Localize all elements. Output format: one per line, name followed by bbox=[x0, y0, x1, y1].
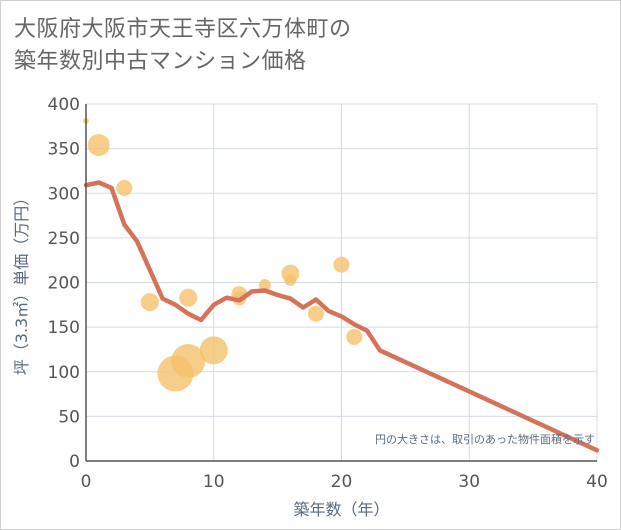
chart-title: 大阪府大阪市天王寺区六万体町の 築年数別中古マンション価格 bbox=[14, 14, 574, 78]
trend-line-series bbox=[83, 180, 600, 453]
x-tick-label-0: 0 bbox=[81, 472, 92, 492]
bubble-point-1 bbox=[87, 134, 110, 157]
bubble-point-10 bbox=[258, 279, 271, 292]
y-tick-label-8: 400 bbox=[48, 95, 80, 115]
bubble-point-6 bbox=[179, 288, 198, 307]
bubble-point-2 bbox=[116, 179, 133, 196]
trend-line bbox=[83, 180, 600, 453]
y-tick-label-6: 300 bbox=[48, 184, 80, 204]
bubble-point-3 bbox=[140, 293, 159, 312]
x-tick-label-2: 20 bbox=[331, 472, 353, 492]
chart-title-line-1: 大阪府大阪市天王寺区六万体町の bbox=[14, 17, 352, 42]
x-tick-label-1: 10 bbox=[203, 472, 225, 492]
bubble-point-13 bbox=[307, 305, 324, 322]
y-tick-label-4: 200 bbox=[48, 274, 80, 294]
x-axis-title: 築年数（年） bbox=[293, 500, 389, 519]
axes bbox=[85, 104, 597, 462]
x-tick-label-4: 40 bbox=[586, 472, 608, 492]
y-tick-label-1: 50 bbox=[58, 407, 80, 427]
bubble-point-12 bbox=[284, 273, 297, 286]
bubble-point-14 bbox=[333, 256, 350, 273]
bubble-point-7 bbox=[199, 336, 228, 365]
x-tick-label-3: 30 bbox=[458, 472, 480, 492]
bubble-point-5 bbox=[171, 344, 206, 379]
bubble-point-15 bbox=[346, 328, 363, 345]
y-tick-label-0: 0 bbox=[69, 452, 80, 472]
y-axis-title: 坪（3.3㎡）単価（万円） bbox=[12, 190, 31, 375]
chart-title-line-2: 築年数別中古マンション価格 bbox=[14, 49, 307, 74]
grid-lines bbox=[85, 103, 598, 462]
y-tick-label-2: 100 bbox=[48, 363, 80, 383]
y-tick-label-5: 250 bbox=[48, 229, 80, 249]
y-tick-label-3: 150 bbox=[48, 318, 80, 338]
bubble-size-note: 円の大きさは、取引のあった物件面積を示す bbox=[375, 432, 595, 446]
y-tick-label-7: 350 bbox=[48, 140, 80, 160]
bubble-series bbox=[83, 117, 363, 392]
